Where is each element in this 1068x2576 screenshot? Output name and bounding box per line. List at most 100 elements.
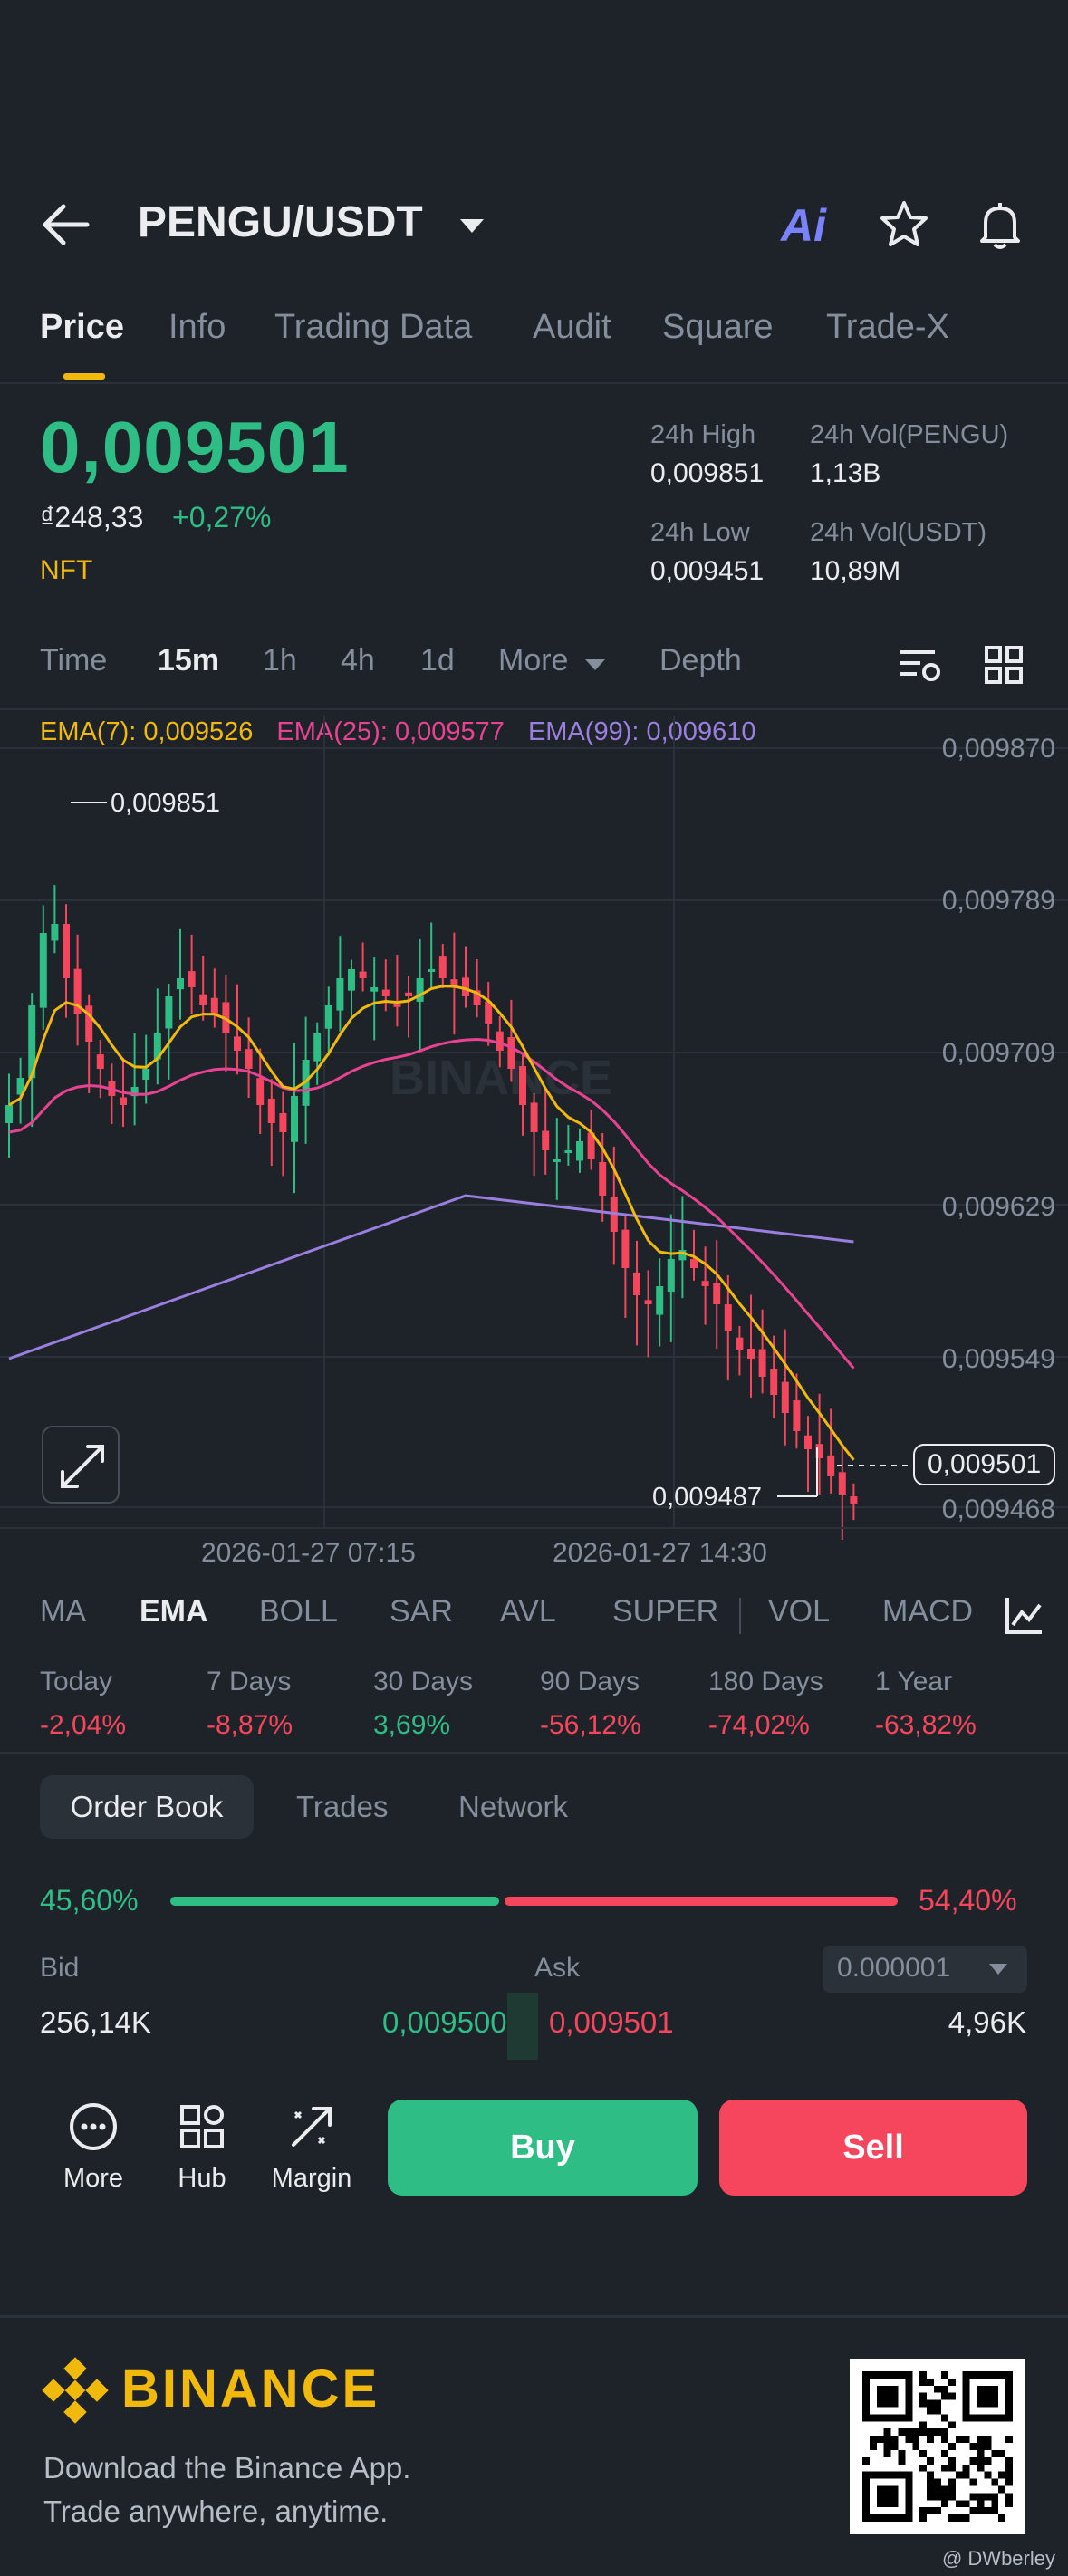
tab-price[interactable]: Price (40, 308, 124, 346)
candle-body (381, 989, 390, 996)
indicator-ema[interactable]: EMA (140, 1594, 208, 1629)
candle-body (599, 1162, 607, 1196)
indicator-settings-icon[interactable] (1004, 1594, 1045, 1636)
bid-price[interactable]: 0,009500 (382, 2005, 507, 2039)
category-tag[interactable]: NFT (40, 555, 93, 585)
candle-body (177, 978, 184, 990)
buy-button[interactable]: Buy (388, 2100, 698, 2196)
indicator-boll[interactable]: BOLL (259, 1594, 338, 1629)
interval-15m[interactable]: 15m (158, 643, 220, 678)
interval-depth[interactable]: Depth (659, 643, 742, 678)
sell-button[interactable]: Sell (719, 2100, 1027, 2196)
ask-ratio-bar (505, 1897, 898, 1906)
perf-label: Today (40, 1667, 113, 1697)
margin-icon (292, 2107, 332, 2147)
hub-button[interactable]: Hub (161, 2101, 243, 2194)
more-button[interactable]: More (53, 2101, 134, 2194)
grid-layout-icon[interactable] (984, 645, 1024, 685)
perf-value: -63,82% (875, 1710, 977, 1740)
interval-4h[interactable]: 4h (341, 643, 375, 678)
candle-body (85, 1005, 93, 1042)
indicator-vol[interactable]: VOL (768, 1594, 831, 1629)
chevron-down-icon[interactable] (585, 659, 605, 670)
ema7-legend: EMA(7): 0,009526 (40, 717, 254, 746)
margin-button[interactable]: Margin (270, 2101, 353, 2194)
bell-icon[interactable] (973, 197, 1027, 252)
candle-body (28, 1005, 36, 1079)
candle-body (519, 1066, 526, 1105)
ema99-line (8, 1194, 854, 1360)
footer-divider (0, 2315, 1068, 2318)
candle-body (781, 1381, 789, 1413)
tab-square[interactable]: Square (662, 308, 774, 346)
pair-title[interactable]: PENGU/USDT (138, 198, 423, 246)
interval-time[interactable]: Time (40, 643, 108, 678)
candle-body (758, 1349, 766, 1377)
bid-depth-bar (507, 1993, 538, 2060)
candle-body (576, 1141, 583, 1161)
candlestick-chart[interactable]: BINANCE 0,009851 0,009487 (0, 706, 1068, 1540)
candle-body (39, 933, 47, 1008)
candle-body (5, 1105, 13, 1123)
candle-body (678, 1250, 687, 1261)
precision-select[interactable]: 0.000001 (823, 1946, 1027, 1993)
candle-body (210, 997, 218, 1014)
divider (0, 708, 1068, 710)
tab-trades[interactable]: Trades (296, 1790, 389, 1823)
tab-info[interactable]: Info (168, 308, 226, 346)
fiat-price: ₫248,33 (40, 501, 144, 533)
ask-qty: 4,96K (948, 2005, 1026, 2039)
indicator-sar[interactable]: SAR (390, 1594, 453, 1629)
back-arrow-icon[interactable] (36, 199, 94, 250)
active-tab-indicator (63, 373, 105, 380)
promo-line-1: Download the Binance App. (43, 2451, 411, 2485)
candle-body (644, 1300, 652, 1304)
chevron-down-icon (989, 1964, 1007, 1975)
candle-body (16, 1078, 24, 1095)
candle-body (485, 1001, 493, 1024)
ask-price[interactable]: 0,009501 (549, 2005, 674, 2039)
indicator-avl[interactable]: AVL (500, 1594, 556, 1629)
more-icon (70, 2103, 117, 2150)
tab-audit[interactable]: Audit (533, 308, 611, 346)
candle-body (370, 987, 379, 992)
chevron-down-icon[interactable] (460, 219, 484, 233)
fullscreen-button[interactable] (42, 1426, 120, 1504)
tab-trading-data[interactable]: Trading Data (274, 308, 473, 346)
interval-1d[interactable]: 1d (420, 643, 455, 678)
perf-label: 30 Days (373, 1667, 474, 1697)
ask-column-label: Ask (534, 1953, 581, 1983)
top-bar: PENGU/USDT Ai (0, 172, 1068, 272)
candle-body (245, 1049, 253, 1069)
indicator-ma[interactable]: MA (40, 1594, 86, 1629)
qr-code[interactable] (850, 2359, 1025, 2534)
interval-more[interactable]: More (498, 643, 569, 678)
candle-body (473, 990, 481, 1005)
vol-base-label: 24h Vol(PENGU) (810, 420, 1009, 449)
tab-trade-x[interactable]: Trade-X (826, 308, 949, 346)
candle-body (313, 1033, 322, 1062)
candle-body (142, 1069, 150, 1080)
interval-1h[interactable]: 1h (263, 643, 297, 678)
indicator-super[interactable]: SUPER (612, 1594, 719, 1629)
ai-icon[interactable]: Ai (781, 200, 826, 251)
indicator-macd[interactable]: MACD (882, 1594, 974, 1629)
tab-order-book[interactable]: Order Book (40, 1775, 254, 1839)
candle-body (438, 956, 447, 978)
candle-body (462, 977, 469, 996)
star-icon[interactable] (877, 197, 931, 252)
candle-body (690, 1258, 698, 1268)
perf-value: -74,02% (708, 1710, 810, 1740)
ask-ratio: 54,40% (919, 1884, 1017, 1917)
tab-network[interactable]: Network (458, 1790, 569, 1823)
candle-body (542, 1130, 550, 1150)
candle-body (736, 1337, 744, 1350)
chart-settings-icon[interactable] (897, 645, 942, 685)
candle-body (51, 924, 59, 941)
y-tick: 0,009789 (941, 886, 1055, 916)
promo-line-2: Trade anywhere, anytime. (43, 2494, 389, 2528)
main-tabs: Price Info Trading Data Audit Square Tra… (0, 299, 1068, 380)
candle-body (336, 978, 344, 1011)
perf-label: 180 Days (708, 1667, 823, 1697)
high-value: 0,009851 (650, 458, 765, 488)
